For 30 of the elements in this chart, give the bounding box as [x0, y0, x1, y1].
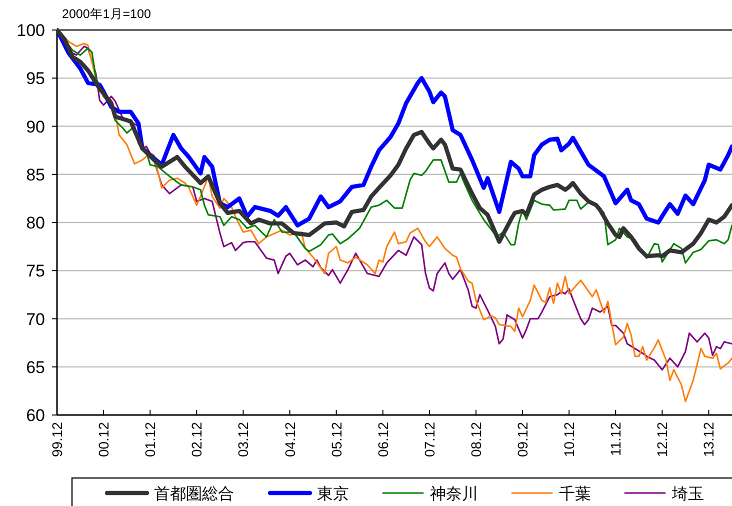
y-tick-label: 80 [26, 214, 45, 232]
x-tick-label: 03.12 [235, 422, 252, 458]
x-tick-label: 06.12 [374, 422, 391, 458]
x-tick-label: 11.12 [608, 422, 624, 456]
y-tick-label: 100 [16, 21, 45, 40]
legend-label: 神奈川 [430, 485, 478, 503]
x-tick-label: 00.12 [96, 422, 112, 458]
x-tick-label: 08.12 [468, 422, 484, 458]
x-tick-label: 99.12 [49, 422, 65, 458]
legend-label: 首都圏総合 [154, 485, 234, 503]
legend-label: 東京 [317, 485, 349, 503]
x-tick-label: 07.12 [421, 422, 438, 458]
y-tick-label: 85 [26, 165, 45, 184]
x-tick-label: 02.12 [188, 422, 205, 458]
y-tick-label: 60 [26, 406, 45, 425]
x-tick-label: 01.12 [142, 422, 158, 458]
legend-label: 千葉 [559, 485, 591, 503]
y-tick-label: 70 [26, 310, 45, 329]
x-tick-label: 05.12 [328, 422, 344, 458]
x-tick-label: 10.12 [561, 422, 578, 458]
x-tick-label: 13.12 [700, 422, 717, 458]
y-tick-label: 75 [26, 262, 45, 281]
y-tick-label: 95 [26, 69, 45, 88]
x-tick-label: 09.12 [514, 422, 531, 458]
legend-label: 埼玉 [671, 486, 704, 503]
y-tick-label: 65 [26, 358, 45, 377]
text: 2000年1月=100 [62, 7, 151, 21]
x-tick-label: 12.12 [654, 422, 670, 458]
x-tick-label: 04.12 [282, 422, 298, 458]
y-tick-label: 90 [26, 117, 45, 136]
